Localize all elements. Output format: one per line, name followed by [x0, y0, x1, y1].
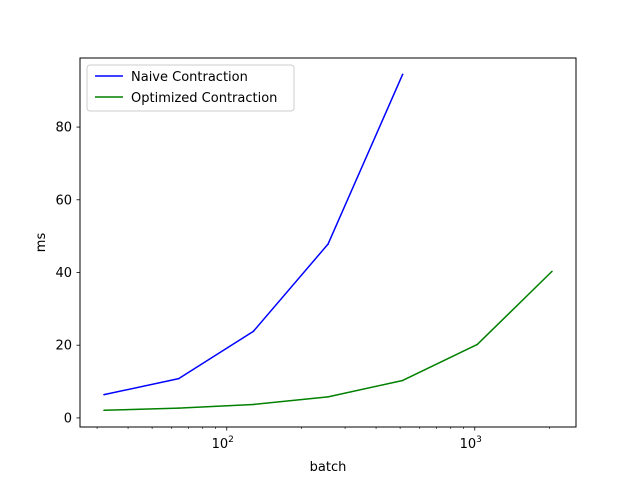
series-0-point-0 [103, 393, 105, 396]
series-layer [103, 73, 553, 412]
plot-frame [79, 57, 577, 428]
legend-label-optimized: Optimized Contraction [131, 91, 277, 106]
series-1-point-4 [401, 379, 404, 382]
legend: Naive Contraction Optimized Contraction [86, 64, 295, 112]
y-tick-label: 40 [55, 266, 72, 281]
series-1-point-2 [252, 403, 255, 406]
series-1-point-3 [327, 396, 329, 398]
series-1-point-1 [177, 407, 180, 409]
series-1-point-0 [103, 409, 105, 412]
series-0-point-1 [177, 377, 180, 380]
series-1-point-6 [551, 270, 553, 273]
x-tick-label: 102 [212, 435, 234, 452]
series-0-point-2 [252, 330, 255, 333]
legend-label-naive: Naive Contraction [131, 70, 248, 85]
x-axis: 102 103 [96, 427, 550, 452]
series-0-point-4 [401, 73, 404, 76]
y-axis-label: ms [34, 233, 49, 253]
x-axis-label: batch [310, 460, 347, 475]
series-1-point-5 [476, 343, 479, 346]
legend-box [86, 64, 295, 112]
y-tick-label: 20 [55, 339, 72, 354]
y-tick-label: 60 [55, 193, 72, 208]
y-axis: 0 20 40 60 80 [55, 121, 80, 426]
series-0-point-3 [327, 243, 329, 245]
y-tick-label: 0 [64, 411, 72, 426]
y-tick-label: 80 [55, 121, 72, 136]
x-tick-label: 103 [460, 435, 482, 452]
